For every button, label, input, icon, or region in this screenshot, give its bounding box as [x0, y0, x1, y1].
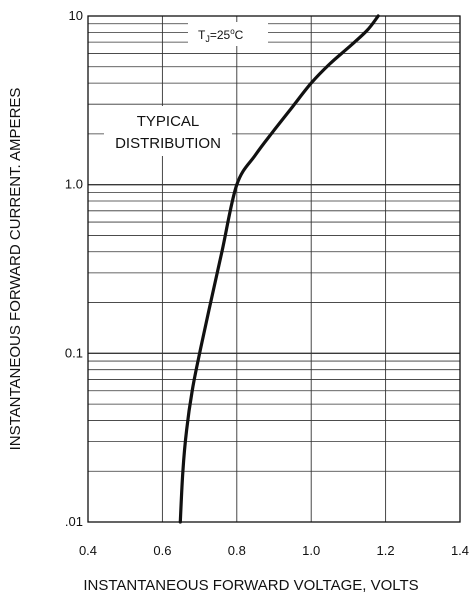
distribution-box [104, 106, 232, 156]
x-axis-label: INSTANTANEOUS FORWARD VOLTAGE, VOLTS [83, 577, 418, 594]
y-tick-label: 10 [69, 8, 83, 23]
x-tick-label: 1.4 [451, 543, 469, 558]
distribution-label-line1: TYPICAL [137, 113, 200, 130]
x-tick-label: 1.0 [302, 543, 320, 558]
plot-frame [87, 15, 461, 523]
temp-value: =25 [210, 28, 231, 42]
temperature-box [188, 22, 268, 46]
temp-symbol: T [198, 28, 206, 42]
y-axis-label: INSTANTANEOUS FORWARD CURRENT. AMPERES [7, 88, 24, 451]
x-tick-label: 0.8 [228, 543, 246, 558]
grid [87, 15, 461, 523]
temp-subscript: J [205, 34, 210, 44]
y-tick-label: 0.1 [65, 345, 83, 360]
forward-current-curve [178, 14, 380, 524]
y-axis-ticks: .01 0.1 1.0 10 [65, 8, 83, 529]
temp-degree: o [230, 27, 235, 36]
y-tick-label: .01 [65, 514, 83, 529]
x-axis-ticks: 0.4 0.6 0.8 1.0 1.2 1.4 [79, 543, 469, 558]
x-tick-label: 0.4 [79, 543, 97, 558]
distribution-label-line2: DISTRIBUTION [115, 135, 221, 152]
y-tick-label: 1.0 [65, 177, 83, 192]
x-tick-label: 0.6 [153, 543, 171, 558]
x-tick-label: 1.2 [377, 543, 395, 558]
temperature-annotation: TJ=25oC [198, 27, 244, 44]
temp-unit: C [235, 28, 244, 42]
